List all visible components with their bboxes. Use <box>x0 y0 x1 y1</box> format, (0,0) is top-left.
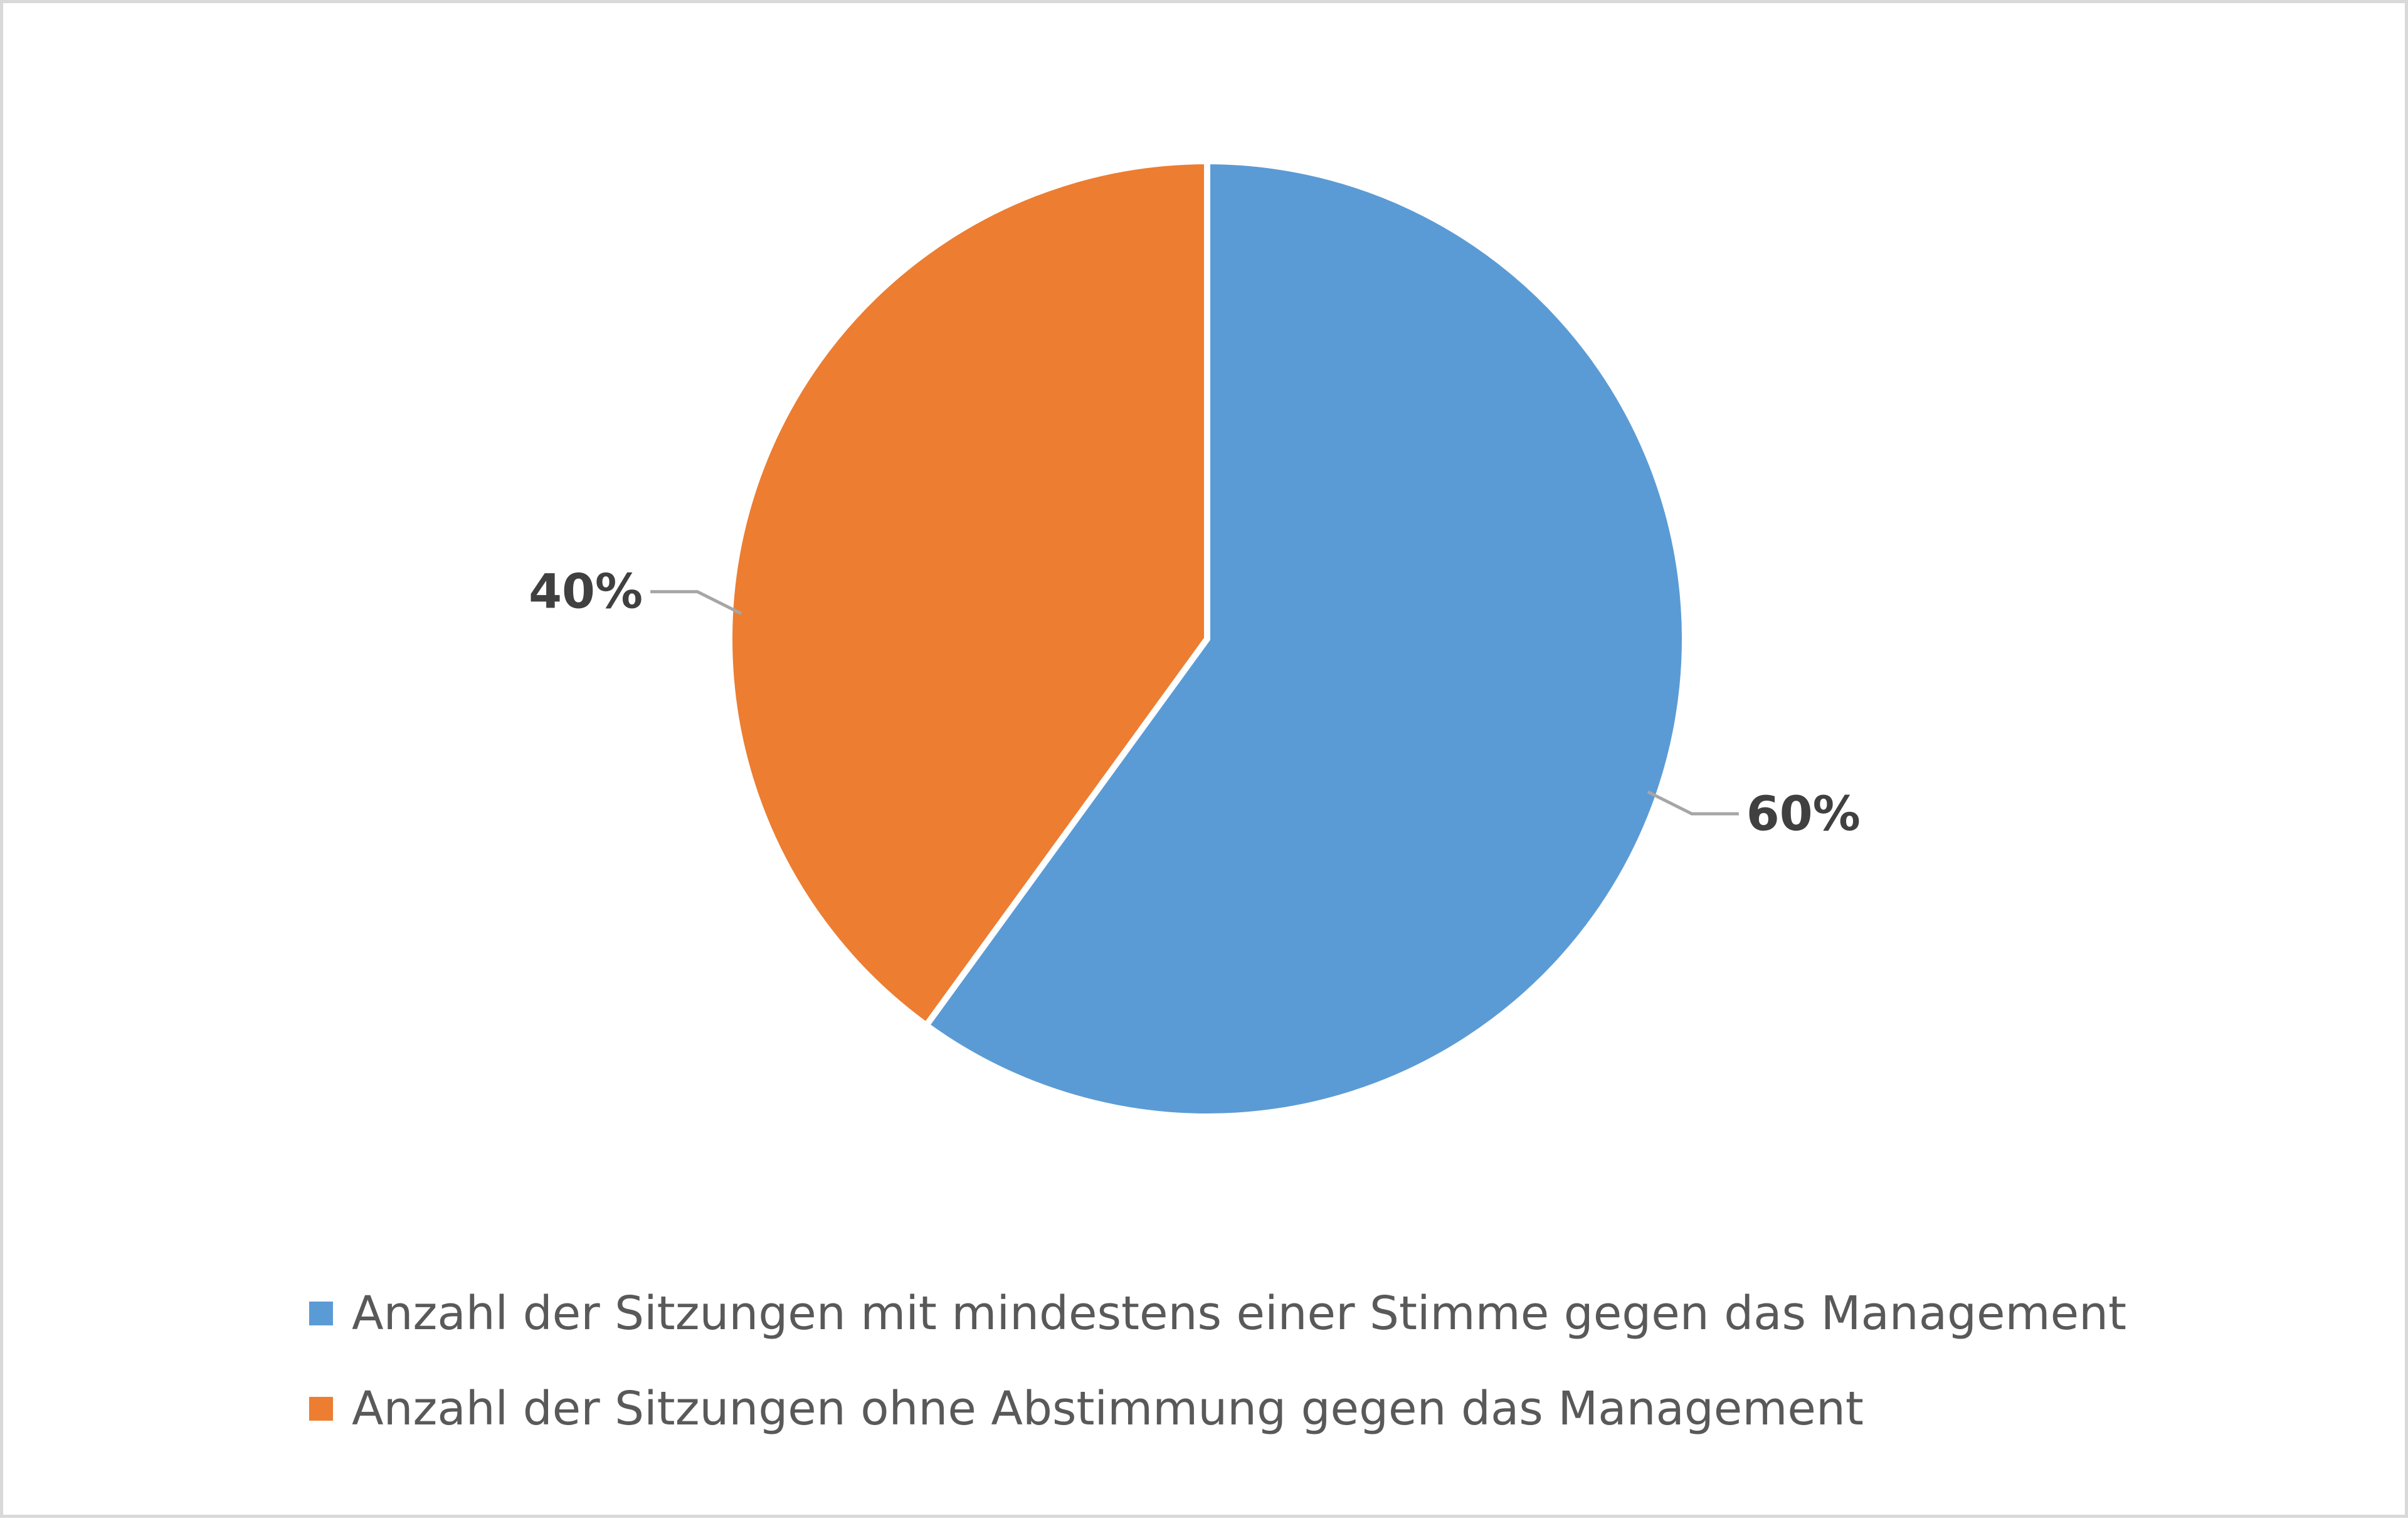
legend-swatch-series-2 <box>309 1397 333 1421</box>
data-labels: 60% 40% <box>529 564 1861 841</box>
pie-slice-1 <box>922 157 1689 1120</box>
data-label-2: 40% <box>529 564 643 619</box>
legend: Anzahl der Sitzungen mit mindestens eine… <box>309 1276 2126 1466</box>
legend-item-series-1: Anzahl der Sitzungen mit mindestens eine… <box>309 1276 2126 1351</box>
legend-label-series-2: Anzahl der Sitzungen ohne Abstimmung geg… <box>352 1382 1864 1436</box>
legend-swatch-series-1 <box>309 1302 333 1325</box>
leader-lines <box>650 590 1739 816</box>
pie-chart: 60% 40% <box>529 157 1861 1120</box>
data-label-1: 60% <box>1746 786 1861 841</box>
legend-item-series-2: Anzahl der Sitzungen ohne Abstimmung geg… <box>309 1371 2126 1446</box>
pie-slices <box>726 157 1689 1120</box>
leader-line-2 <box>650 590 742 615</box>
legend-label-series-1: Anzahl der Sitzungen mit mindestens eine… <box>352 1287 2127 1340</box>
pie-slice-2 <box>726 157 1210 1030</box>
leader-line-1 <box>1647 790 1739 816</box>
